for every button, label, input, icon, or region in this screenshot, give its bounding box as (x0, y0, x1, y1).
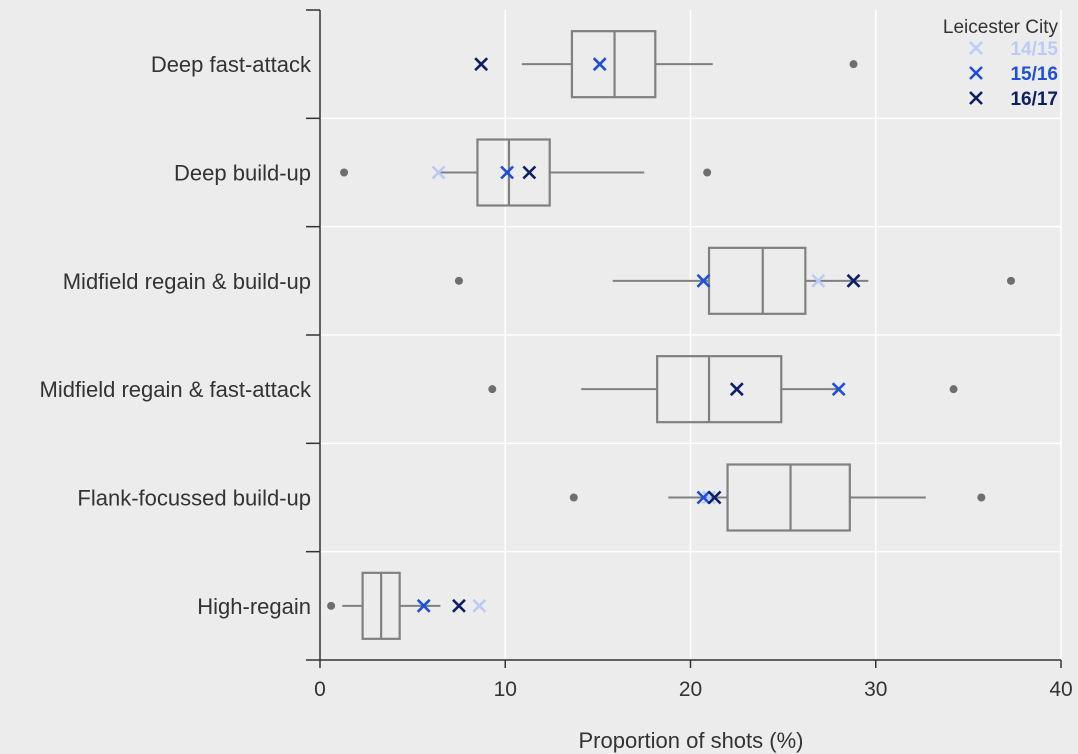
box-4 (488, 355, 958, 424)
outlier-point (340, 168, 349, 177)
category-label: Flank-focussed build-up (77, 486, 311, 511)
marker-15-16 (416, 598, 431, 613)
marker-16-17 (729, 382, 744, 397)
outlier-point (703, 168, 712, 177)
x-tick-label: 20 (679, 678, 702, 701)
outlier-point (569, 493, 578, 502)
box-6 (327, 571, 441, 640)
grid-lines (320, 10, 1062, 660)
x-tick-label: 0 (314, 678, 326, 701)
outlier-point (849, 60, 858, 69)
legend-marker-16-17 (969, 91, 983, 105)
box-3 (454, 246, 1015, 315)
marker-15-16 (696, 490, 711, 505)
x-tick-label: 10 (494, 678, 517, 701)
outlier-point (977, 493, 986, 502)
marker-14-15 (431, 165, 446, 180)
legend-marker-15-16 (969, 66, 983, 80)
box-iqr (476, 138, 551, 207)
marker-16-17 (846, 273, 861, 288)
marker-16-17 (522, 165, 537, 180)
box-5 (569, 463, 986, 532)
marker-14-15 (702, 490, 716, 505)
box-2 (340, 138, 712, 207)
box-iqr (656, 355, 783, 424)
category-label: High-regain (197, 594, 311, 619)
category-label: Midfield regain & build-up (63, 269, 311, 294)
category-label: Deep fast-attack (151, 52, 312, 77)
outlier-point (949, 385, 958, 394)
outlier-point (488, 385, 497, 394)
box-iqr (726, 463, 851, 532)
legend-label: 14/15 (1010, 39, 1058, 60)
legend-label: 15/16 (1010, 64, 1058, 85)
box-iqr (707, 246, 807, 315)
marker-16-17 (707, 490, 722, 505)
boxes (327, 30, 1015, 640)
marker-14-15 (472, 598, 487, 613)
leicester-markers (416, 57, 861, 613)
box-1 (521, 30, 858, 99)
category-label: Deep build-up (174, 161, 311, 186)
outlier-point (1006, 276, 1015, 285)
marker-16-17 (474, 57, 489, 72)
marker-16-17 (452, 598, 466, 613)
legend-title: Leicester City (943, 17, 1059, 38)
marker-15-16 (500, 165, 515, 180)
marker-15-16 (592, 57, 607, 72)
marker-15-16 (831, 382, 846, 397)
category-label: Midfield regain & fast-attack (40, 377, 312, 402)
x-tick-label: 40 (1049, 678, 1072, 701)
legend-label: 16/17 (1010, 89, 1058, 110)
legend-marker-14-15 (969, 41, 983, 55)
marker-14-15 (811, 273, 826, 288)
outlier-point (327, 601, 336, 610)
x-tick-label: 30 (864, 678, 887, 701)
x-axis-title: Proportion of shots (%) (579, 728, 804, 753)
marker-15-16 (696, 273, 711, 288)
axes: 0 10 20 30 40 Deep fast-attack Deep build-up Mi… (40, 9, 1073, 701)
outlier-point (454, 276, 463, 285)
